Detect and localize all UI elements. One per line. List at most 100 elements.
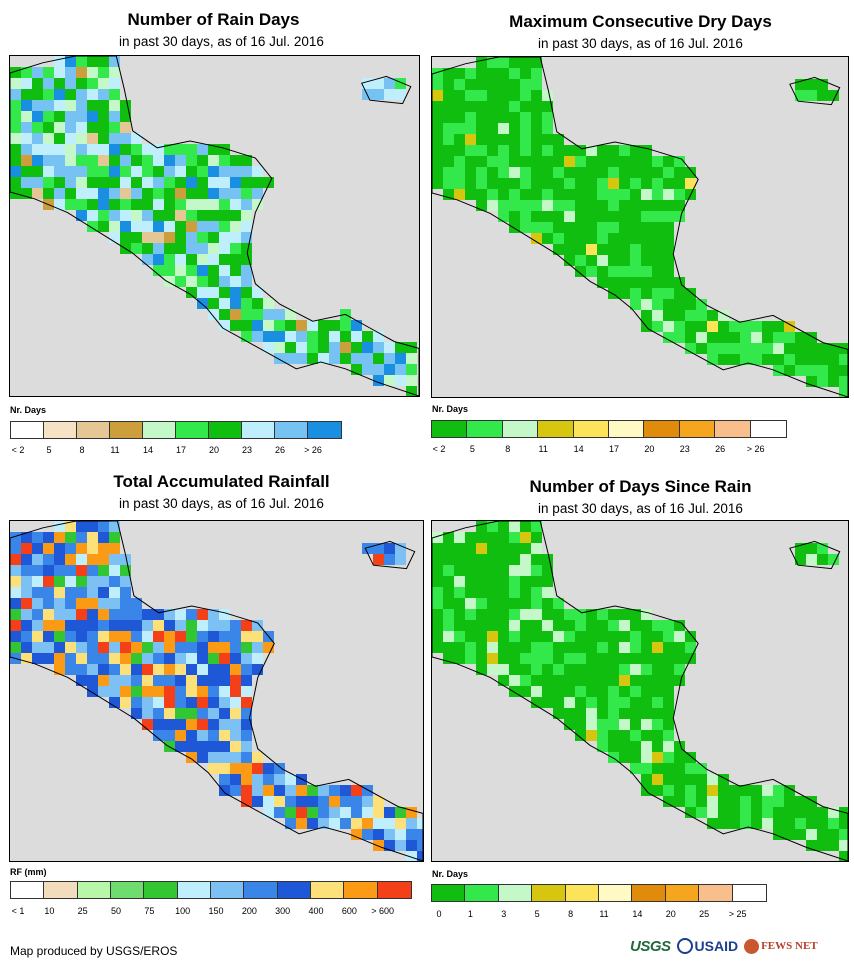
legend-swatch xyxy=(177,882,211,898)
legend-title: Nr. Days xyxy=(10,405,47,415)
legend-swatch xyxy=(498,885,533,901)
legend-label: 26 xyxy=(274,445,286,455)
coastline xyxy=(432,521,848,861)
fews-seal-icon xyxy=(744,938,760,954)
legend-labels: < 2 5 8 11 14 17 20 23 26 > 26 xyxy=(431,444,785,456)
coastline xyxy=(10,56,419,396)
coastline xyxy=(360,75,412,105)
legend-swatch xyxy=(44,422,77,438)
usgs-logo: USGS xyxy=(630,937,671,955)
legend-swatch xyxy=(715,421,751,437)
legend-labels: < 2 5 8 11 14 17 20 23 26 > 26 xyxy=(10,445,340,457)
legend-title: Nr. Days xyxy=(432,404,469,414)
legend-label: 400 xyxy=(308,906,324,916)
legend-colorbar xyxy=(10,421,342,439)
legend-swatch xyxy=(598,885,633,901)
legend-label: 11 xyxy=(599,909,609,919)
legend-label: 5 xyxy=(46,445,52,455)
legend-label: 75 xyxy=(144,906,155,916)
legend-swatch xyxy=(11,882,45,898)
map-canvas xyxy=(10,56,419,396)
legend-label: 8 xyxy=(505,444,511,454)
panel-subtitle: in past 30 days, as of 16 Jul. 2016 xyxy=(119,34,324,49)
legend-label: 5 xyxy=(534,909,540,919)
legend-swatch xyxy=(665,885,700,901)
panel-title: Total Accumulated Rainfall xyxy=(113,472,330,491)
legend-label: 5 xyxy=(469,444,475,454)
legend-swatch xyxy=(750,421,786,437)
legend-label: 14 xyxy=(142,445,154,455)
legend-swatch xyxy=(110,882,145,898)
legend-label: < 2 xyxy=(11,445,25,455)
legend-label: 25 xyxy=(77,906,88,916)
legend-label: 10 xyxy=(44,906,55,916)
panel-title: Maximum Consecutive Dry Days xyxy=(509,12,772,31)
legend-label: 17 xyxy=(175,445,187,455)
legend-label: 20 xyxy=(208,445,220,455)
legend-swatch xyxy=(532,885,566,901)
legend-swatch xyxy=(465,885,499,901)
legend-swatch xyxy=(244,882,278,898)
fews-net-logo-text: FEWS NET xyxy=(761,940,818,952)
coastline xyxy=(10,521,423,861)
legend-label: 8 xyxy=(79,445,85,455)
map-canvas xyxy=(432,521,848,861)
legend-swatch xyxy=(308,422,341,438)
legend-swatch xyxy=(608,421,645,437)
usaid-seal-icon xyxy=(676,938,693,954)
legend-label: 17 xyxy=(608,444,620,454)
legend-label: 14 xyxy=(632,909,643,919)
legend-title: RF (mm) xyxy=(10,867,47,877)
days-since-rain-map xyxy=(431,520,849,862)
legend-labels: < 1 10 25 50 75 100 150 200 300 400 600 > 600 xyxy=(10,906,410,918)
fews-net-logo: FEWS NET xyxy=(744,938,818,954)
credit-text: Map produced by USGS/EROS xyxy=(10,944,178,958)
legend-label: 150 xyxy=(208,906,224,916)
legend-label: 26 xyxy=(715,444,726,454)
legend-swatch xyxy=(632,885,666,901)
panel-rain-days: Number of Rain Days in past 30 days, as … xyxy=(0,0,427,470)
legend-swatch xyxy=(644,421,680,437)
legend-label: > 25 xyxy=(728,909,747,919)
legend-swatch xyxy=(573,421,609,437)
panel-max-dry-days: Maximum Consecutive Dry Days in past 30 … xyxy=(427,0,854,470)
legend-label: 23 xyxy=(679,444,690,454)
legend-swatch xyxy=(502,421,539,437)
legend-swatch xyxy=(565,885,599,901)
legend-swatch xyxy=(277,882,311,898)
legend-swatch xyxy=(275,422,308,438)
legend-swatch xyxy=(377,882,411,898)
legend-swatch xyxy=(467,421,503,437)
legend-label: 20 xyxy=(644,444,655,454)
map-canvas xyxy=(10,521,423,861)
legend-swatch xyxy=(77,422,110,438)
legend-swatch xyxy=(699,885,733,901)
legend-label: 50 xyxy=(110,906,122,916)
panel-total-rainfall: Total Accumulated Rainfall in past 30 da… xyxy=(0,470,427,930)
legend-label: 20 xyxy=(665,909,676,919)
legend-label: < 2 xyxy=(432,444,446,454)
legend-swatch xyxy=(732,885,766,901)
legend-swatch xyxy=(44,882,78,898)
coastline xyxy=(432,57,848,397)
legend-label: 600 xyxy=(341,906,357,916)
legend-swatch xyxy=(310,882,345,898)
legend-swatch xyxy=(432,421,468,437)
legend-swatch xyxy=(11,422,44,438)
legend-labels: 0 1 3 5 8 11 14 20 25 > 25 xyxy=(431,909,765,921)
legend-swatch xyxy=(77,882,111,898)
legend-swatch xyxy=(143,422,176,438)
panel-subtitle: in past 30 days, as of 16 Jul. 2016 xyxy=(119,496,324,511)
legend-swatch xyxy=(176,422,209,438)
legend-label: 3 xyxy=(501,909,507,919)
legend-swatch xyxy=(679,421,716,437)
usaid-logo: USAID xyxy=(676,938,738,954)
legend-swatch xyxy=(344,882,378,898)
legend-swatch xyxy=(209,422,242,438)
legend-label: 8 xyxy=(568,909,574,919)
rain-days-map xyxy=(9,55,420,397)
legend-title: Nr. Days xyxy=(432,869,469,879)
legend-label: 200 xyxy=(241,906,257,916)
panel-subtitle: in past 30 days, as of 16 Jul. 2016 xyxy=(538,36,743,51)
legend-label: < 1 xyxy=(11,906,25,916)
